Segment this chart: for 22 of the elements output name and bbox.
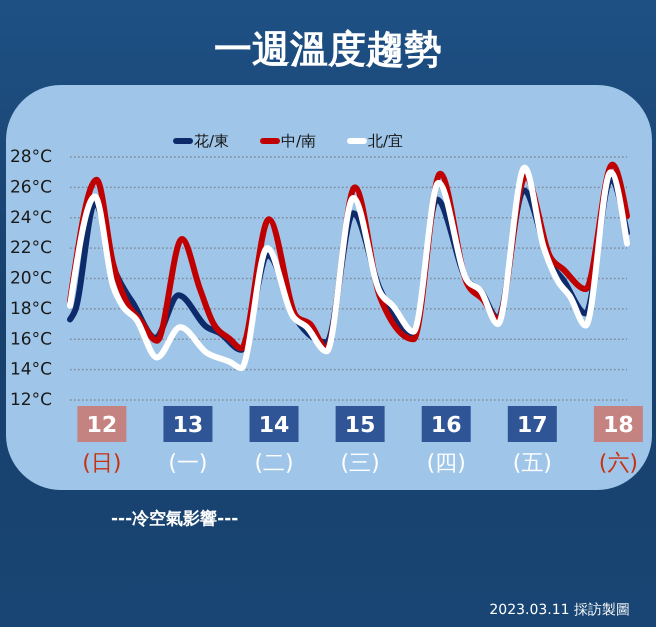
y-tick-label: 16°C [10,329,52,350]
x-tick-label: 15 (三) [340,413,380,476]
y-tick-label: 20°C [10,268,52,288]
legend-label: 花/東 [194,132,230,150]
x-tick-label: 18 (六) [598,413,638,476]
x-tick-label: 12 (日) [82,413,122,476]
x-tick-label: 14 (二) [254,413,294,476]
y-tick-label: 26°C [10,177,52,198]
y-tick-label: 24°C [10,208,52,228]
x-tick-label: 16 (四) [426,413,466,476]
y-tick-label: 22°C [10,238,52,258]
text: 2023.03.11 採訪製圖 [489,602,630,618]
y-tick-label: 28°C [10,147,52,167]
legend-label: 中/南 [281,132,316,150]
x-tick-label: 17 (五) [512,413,552,476]
text: ---冷空氣影響--- [111,509,238,529]
y-tick-label: 14°C [10,360,52,380]
legend-label: 北/宜 [368,132,404,150]
y-tick-label: 18°C [10,298,52,319]
x-tick-label: 13 (一) [168,413,208,476]
chart-title: 一週溫度趨勢 [214,27,442,71]
y-tick-label: 12°C [10,390,52,410]
